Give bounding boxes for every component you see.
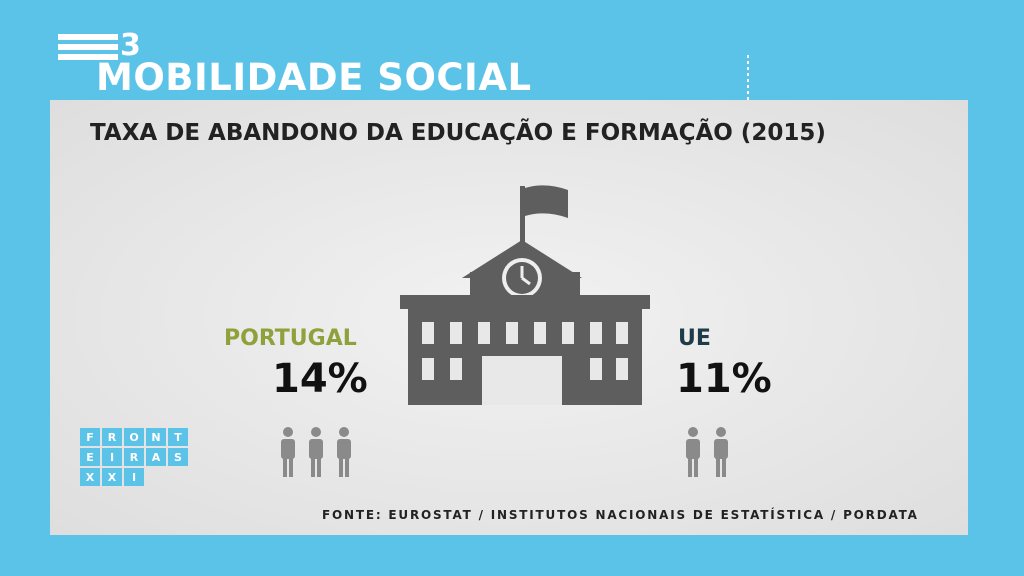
subtitle: TAXA DE ABANDONO DA EDUCAÇÃO E FORMAÇÃO …	[90, 120, 826, 146]
brand-letter: X	[80, 468, 100, 486]
brand-letter: O	[124, 428, 144, 446]
brand-letter: X	[102, 468, 122, 486]
brand-letter: E	[80, 448, 100, 466]
panel: TAXA DE ABANDONO DA EDUCAÇÃO E FORMAÇÃO …	[50, 100, 968, 535]
brand-letter: A	[146, 448, 166, 466]
right-value: 11%	[676, 356, 772, 402]
header-title: MOBILIDADE SOCIAL	[96, 56, 532, 99]
brand-letter: S	[168, 448, 188, 466]
channel-logo-stripes	[58, 34, 118, 60]
channel-logo: 3	[120, 28, 141, 63]
brand-letter: I	[124, 468, 144, 486]
brand-letter: F	[80, 428, 100, 446]
people-icons	[281, 427, 728, 477]
left-value: 14%	[272, 356, 368, 402]
brand-letter: R	[124, 448, 144, 466]
source: FONTE: EUROSTAT / INSTITUTOS NACIONAIS D…	[322, 508, 919, 522]
illustration	[281, 185, 728, 477]
left-label: PORTUGAL	[224, 326, 357, 351]
brand-letter: R	[102, 428, 122, 446]
brand-letter: I	[102, 448, 122, 466]
brand-letter: T	[168, 428, 188, 446]
right-label: UE	[678, 326, 711, 351]
brand-letter: N	[146, 428, 166, 446]
